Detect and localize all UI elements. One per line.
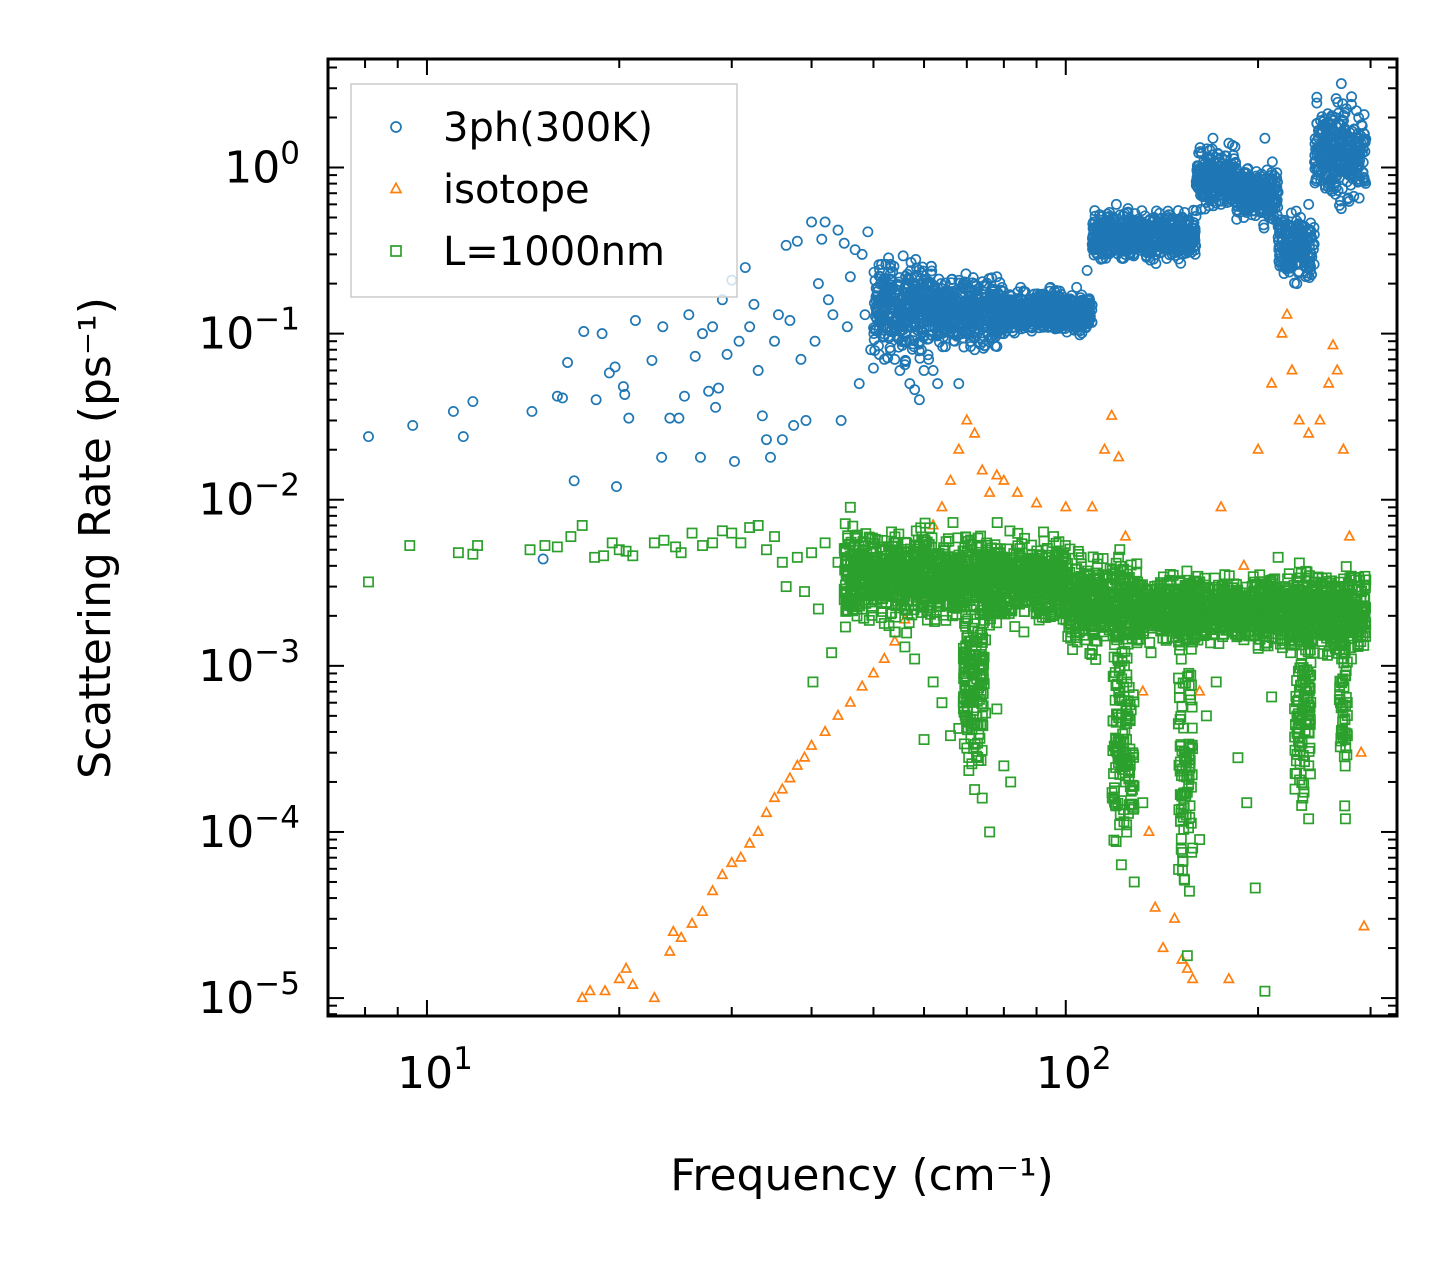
data-point [911, 262, 922, 274]
data-layer [363, 78, 1372, 1003]
data-point [897, 250, 909, 262]
series-3ph-300k- [363, 78, 1372, 565]
data-point [878, 331, 890, 343]
data-point [905, 257, 917, 268]
data-point [874, 264, 886, 276]
data-point [885, 294, 897, 306]
data-point [886, 274, 898, 285]
data-point [900, 288, 912, 300]
data-point [870, 302, 882, 313]
data-point [915, 324, 927, 336]
data-point [883, 252, 895, 264]
data-point [868, 266, 880, 278]
